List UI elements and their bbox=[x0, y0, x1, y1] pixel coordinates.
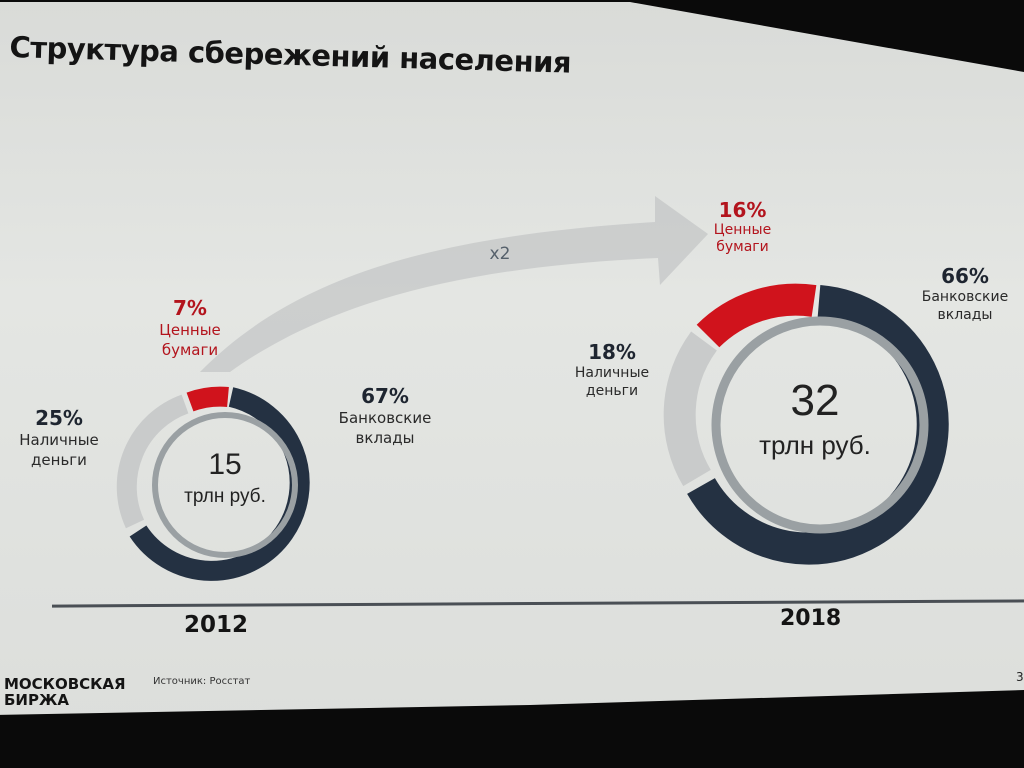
label-2012-deposits: 67% Банковские вклады bbox=[338, 384, 432, 447]
moex-logo: МОСКОВСКАЯ БИРЖА bbox=[4, 675, 126, 709]
total-2018-value: 32 bbox=[790, 376, 840, 425]
label-2012-cash: 25% Наличные деньги bbox=[19, 406, 99, 469]
donut-2012 bbox=[116, 386, 310, 581]
total-2012-value: 15 bbox=[208, 448, 242, 481]
source-note: Источник: Росстат bbox=[153, 676, 251, 687]
growth-multiplier-label: x2 bbox=[489, 244, 511, 264]
donut-2018 bbox=[663, 283, 949, 565]
total-2018-unit: трлн руб. bbox=[759, 430, 871, 460]
page-number: 3 bbox=[1016, 670, 1024, 684]
year-label-2012: 2012 bbox=[184, 612, 249, 638]
year-label-2018: 2018 bbox=[780, 606, 842, 631]
label-2018-deposits: 66% Банковские вклады bbox=[921, 264, 1009, 323]
slide bbox=[0, 2, 1024, 715]
total-2012-unit: трлн руб. bbox=[184, 486, 266, 507]
label-2012-securities: 7% Ценные бумаги bbox=[159, 296, 221, 359]
growth-arrow-icon bbox=[200, 196, 708, 372]
label-2018-cash: 18% Наличные деньги bbox=[574, 340, 650, 399]
label-2018-securities: 16% Ценные бумаги bbox=[713, 198, 772, 255]
